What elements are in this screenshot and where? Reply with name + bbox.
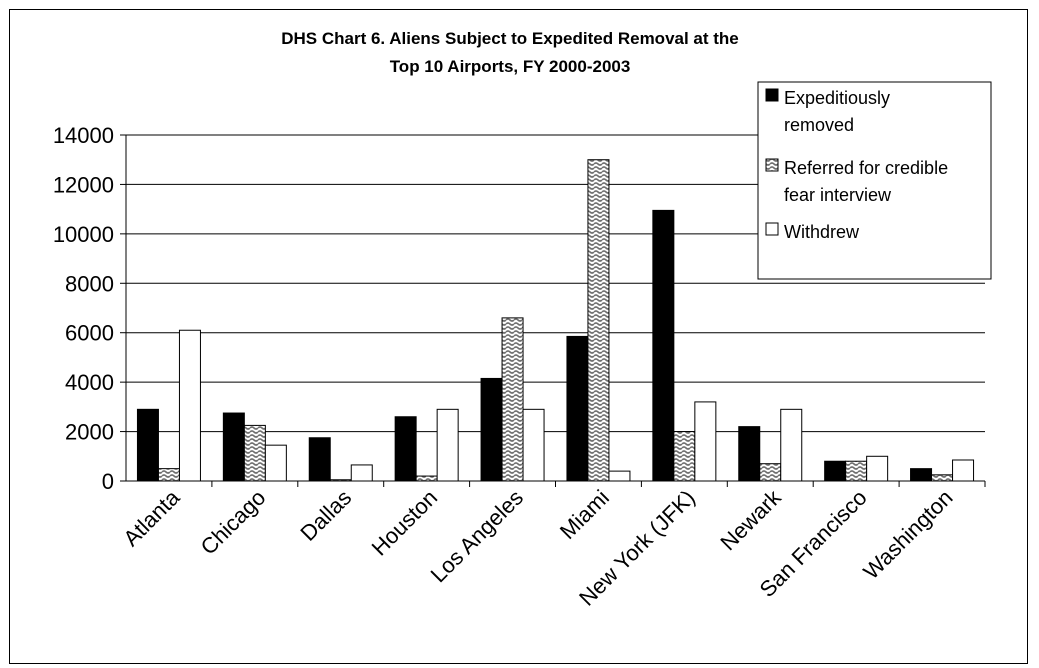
x-tick-label: Los Angeles <box>426 485 528 587</box>
bar <box>910 468 933 482</box>
legend-swatch <box>765 222 779 236</box>
bar <box>694 401 717 482</box>
chart-title-line-2: Top 10 Airports, FY 2000-2003 <box>390 57 631 76</box>
legend-label: Referred for credible <box>784 158 948 178</box>
bar <box>845 460 868 482</box>
bar <box>480 377 503 482</box>
bar <box>780 408 803 482</box>
bar <box>136 408 159 482</box>
bar <box>866 455 889 482</box>
legend-label: fear interview <box>784 185 892 205</box>
x-tick-label: Chicago <box>196 485 271 560</box>
legend: Expeditiously removed Referred for credibl… <box>757 81 992 280</box>
legend-label: removed <box>784 115 854 135</box>
y-tick-label: 6000 <box>65 321 114 346</box>
bar-chart: DHS Chart 6. Aliens Subject to Expedited… <box>53 29 992 611</box>
legend-swatch <box>765 158 779 172</box>
legend-label: Withdrew <box>784 222 860 242</box>
x-tick-label: Miami <box>555 485 614 544</box>
y-tick-label: 14000 <box>53 123 114 148</box>
bar <box>178 329 201 482</box>
legend-label: Expeditiously <box>784 88 890 108</box>
bar <box>501 317 524 482</box>
legend-box <box>757 81 992 280</box>
y-tick-label: 8000 <box>65 271 114 296</box>
bar <box>394 416 417 482</box>
bar <box>522 408 545 482</box>
bar <box>952 459 975 482</box>
y-tick-label: 10000 <box>53 222 114 247</box>
bar <box>566 335 589 482</box>
x-tick-label: Atlanta <box>118 484 185 551</box>
bar <box>308 437 331 482</box>
x-tick-label: Newark <box>715 484 786 555</box>
x-tick-label: Houston <box>367 485 443 561</box>
bar <box>587 159 610 482</box>
bar <box>824 460 847 482</box>
chart-title-line-1: DHS Chart 6. Aliens Subject to Expedited… <box>281 29 739 48</box>
bar <box>608 470 631 482</box>
bar <box>673 431 696 482</box>
legend-swatch <box>765 88 779 102</box>
chart-frame: DHS Chart 6. Aliens Subject to Expedited… <box>9 9 1028 664</box>
y-tick-label: 2000 <box>65 420 114 445</box>
bar <box>157 468 180 482</box>
bar <box>652 209 675 482</box>
bar <box>264 444 287 482</box>
y-tick-label: 0 <box>102 469 114 494</box>
bar <box>222 412 245 482</box>
x-tick-label: Washington <box>858 485 957 584</box>
gridlines <box>126 134 985 433</box>
bar <box>738 426 761 482</box>
bar <box>350 464 373 482</box>
bar <box>931 474 954 482</box>
x-tick-label: Dallas <box>295 485 356 546</box>
bar <box>436 408 459 482</box>
bar <box>415 475 438 482</box>
y-tick-label: 4000 <box>65 370 114 395</box>
bars <box>136 159 975 482</box>
y-tick-label: 12000 <box>53 172 114 197</box>
bar <box>759 463 782 482</box>
bar <box>243 424 266 482</box>
